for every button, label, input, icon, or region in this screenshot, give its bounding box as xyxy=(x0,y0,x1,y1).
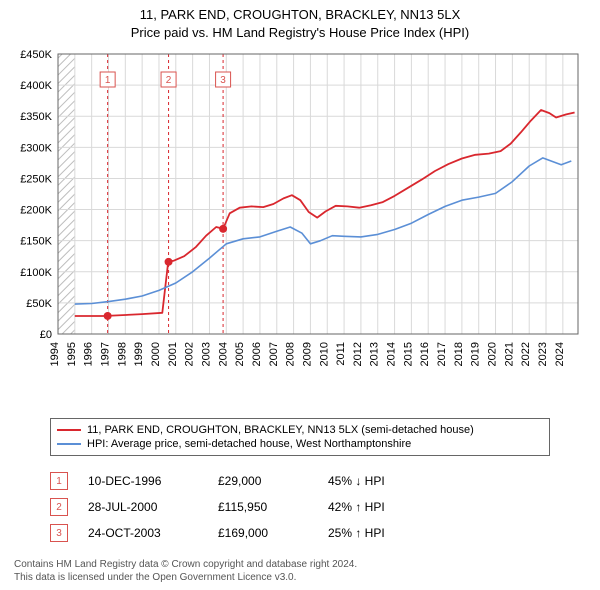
event-delta: 42% ↑ HPI xyxy=(328,500,438,514)
event-row: 1 10-DEC-1996 £29,000 45% ↓ HPI xyxy=(50,468,550,494)
svg-text:2014: 2014 xyxy=(386,342,398,366)
svg-text:£0: £0 xyxy=(40,329,52,341)
event-number-box: 1 xyxy=(50,472,68,490)
event-date: 10-DEC-1996 xyxy=(88,474,198,488)
legend-item: HPI: Average price, semi-detached house,… xyxy=(57,437,543,451)
svg-text:2018: 2018 xyxy=(453,342,465,366)
legend-swatch xyxy=(57,443,81,445)
svg-text:£200K: £200K xyxy=(20,205,52,217)
svg-text:3: 3 xyxy=(220,75,226,86)
chart: £0 £50K £100K £150K £200K £250K £300K £350K £400… xyxy=(8,48,592,388)
title-line-2: Price paid vs. HM Land Registry's House … xyxy=(0,24,600,42)
footer-line-1: Contains HM Land Registry data © Crown c… xyxy=(14,558,357,571)
event-date: 24-OCT-2003 xyxy=(88,526,198,540)
svg-text:£300K: £300K xyxy=(20,142,52,154)
svg-text:2003: 2003 xyxy=(200,342,212,366)
svg-text:1997: 1997 xyxy=(99,342,111,366)
svg-text:2023: 2023 xyxy=(537,342,549,366)
svg-text:£50K: £50K xyxy=(26,298,52,310)
title-line-1: 11, PARK END, CROUGHTON, BRACKLEY, NN13 … xyxy=(0,6,600,24)
svg-text:1996: 1996 xyxy=(83,342,95,366)
event-date: 28-JUL-2000 xyxy=(88,500,198,514)
svg-text:2008: 2008 xyxy=(285,342,297,366)
events-table: 1 10-DEC-1996 £29,000 45% ↓ HPI 2 28-JUL-2000… xyxy=(50,468,550,546)
svg-text:£150K: £150K xyxy=(20,236,52,248)
svg-text:2016: 2016 xyxy=(419,342,431,366)
footer: Contains HM Land Registry data © Crown c… xyxy=(14,558,357,584)
event-price: £115,950 xyxy=(218,500,308,514)
legend-item: 11, PARK END, CROUGHTON, BRACKLEY, NN13 … xyxy=(57,423,543,437)
page: 11, PARK END, CROUGHTON, BRACKLEY, NN13 … xyxy=(0,0,600,590)
svg-text:2007: 2007 xyxy=(268,342,280,366)
event-row: 2 28-JUL-2000 £115,950 42% ↑ HPI xyxy=(50,494,550,520)
svg-text:2021: 2021 xyxy=(503,342,515,366)
svg-text:2010: 2010 xyxy=(318,342,330,366)
svg-text:1994: 1994 xyxy=(49,342,61,366)
svg-text:£400K: £400K xyxy=(20,80,52,92)
svg-text:2001: 2001 xyxy=(167,342,179,366)
event-number-box: 3 xyxy=(50,524,68,542)
svg-text:2009: 2009 xyxy=(301,342,313,366)
event-price: £29,000 xyxy=(218,474,308,488)
svg-text:2012: 2012 xyxy=(352,342,364,366)
svg-text:£100K: £100K xyxy=(20,267,52,279)
svg-text:2022: 2022 xyxy=(520,342,532,366)
event-delta: 25% ↑ HPI xyxy=(328,526,438,540)
svg-text:2020: 2020 xyxy=(487,342,499,366)
event-number-box: 2 xyxy=(50,498,68,516)
legend-label: 11, PARK END, CROUGHTON, BRACKLEY, NN13 … xyxy=(87,424,474,436)
svg-text:2002: 2002 xyxy=(184,342,196,366)
svg-text:1999: 1999 xyxy=(133,342,145,366)
footer-line-2: This data is licensed under the Open Gov… xyxy=(14,571,357,584)
chart-title: 11, PARK END, CROUGHTON, BRACKLEY, NN13 … xyxy=(0,0,600,41)
svg-text:2019: 2019 xyxy=(470,342,482,366)
svg-text:2006: 2006 xyxy=(251,342,263,366)
svg-text:£250K: £250K xyxy=(20,173,52,185)
svg-text:1: 1 xyxy=(105,75,111,86)
svg-text:2013: 2013 xyxy=(369,342,381,366)
event-row: 3 24-OCT-2003 £169,000 25% ↑ HPI xyxy=(50,520,550,546)
svg-text:2015: 2015 xyxy=(402,342,414,366)
svg-text:£350K: £350K xyxy=(20,111,52,123)
legend-swatch xyxy=(57,429,81,431)
svg-text:2011: 2011 xyxy=(335,342,347,366)
svg-text:2024: 2024 xyxy=(554,342,566,366)
svg-text:2000: 2000 xyxy=(150,342,162,366)
svg-text:1995: 1995 xyxy=(66,342,78,366)
legend-label: HPI: Average price, semi-detached house,… xyxy=(87,438,411,450)
svg-text:1998: 1998 xyxy=(116,342,128,366)
event-price: £169,000 xyxy=(218,526,308,540)
svg-text:2017: 2017 xyxy=(436,342,448,366)
svg-text:2: 2 xyxy=(166,75,172,86)
chart-svg: £0 £50K £100K £150K £200K £250K £300K £350K £400… xyxy=(8,48,592,388)
legend: 11, PARK END, CROUGHTON, BRACKLEY, NN13 … xyxy=(50,418,550,456)
event-delta: 45% ↓ HPI xyxy=(328,474,438,488)
svg-text:2005: 2005 xyxy=(234,342,246,366)
svg-text:£450K: £450K xyxy=(20,49,52,61)
svg-text:2004: 2004 xyxy=(217,342,229,366)
